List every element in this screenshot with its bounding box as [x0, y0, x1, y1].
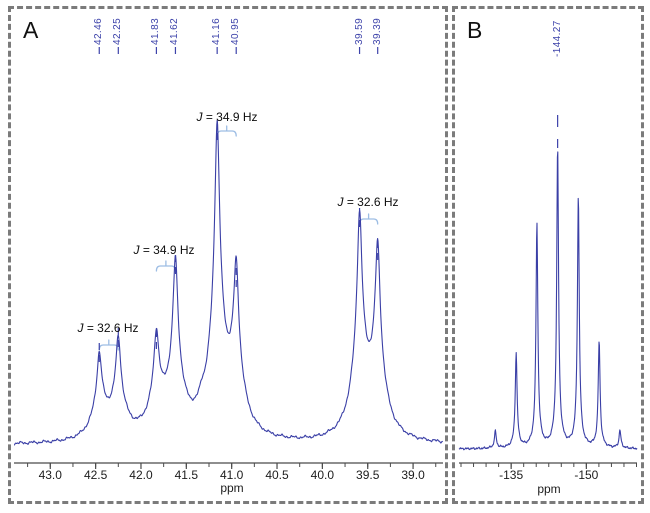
panel-b: B [452, 6, 644, 504]
panel-a: A [8, 6, 448, 504]
panel-b-letter: B [467, 17, 483, 43]
panel-a-letter: A [23, 17, 39, 43]
